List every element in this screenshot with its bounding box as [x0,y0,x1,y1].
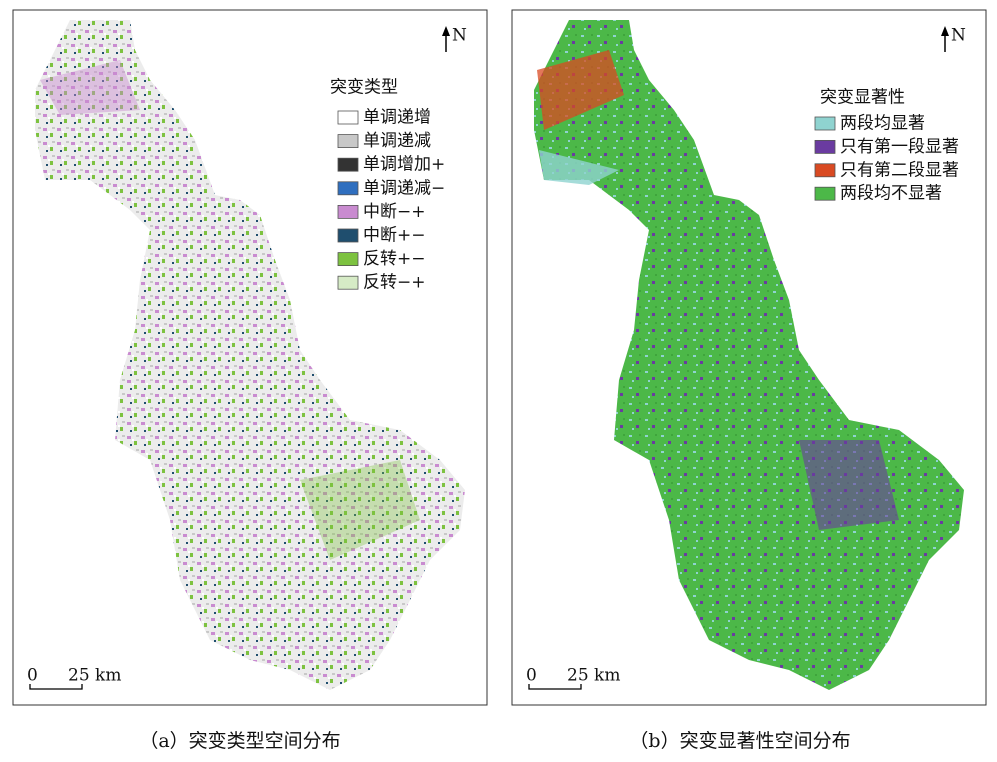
legend-label: 反转+− [363,249,426,269]
legend-swatch [337,228,359,243]
caption: （a）突变类型空间分布 [139,730,340,752]
scale-end: 25 km [68,666,121,686]
legend-swatch [337,204,359,219]
scale-end: 25 km [567,666,620,686]
legend-label: 两段均显著 [840,114,925,134]
north-arrow-head [442,26,450,36]
legend-label: 中断+− [363,226,426,246]
map-patch [537,50,624,130]
legend-label: 只有第二段显著 [840,160,959,180]
north-label: N [951,26,966,46]
legend-title: 突变显著性 [820,88,905,108]
legend-swatch [337,252,359,267]
legend-label: 只有第一段显著 [840,137,959,157]
north-label: N [452,26,467,46]
legend-label: 反转−+ [363,273,426,293]
panel-frame [12,9,488,706]
scale-start: 0 [526,666,537,686]
legend-title: 突变类型 [330,78,398,98]
legend-swatch [337,134,359,149]
legend-label: 单调递减− [363,178,445,198]
panel-frame [511,9,987,706]
legend-swatch [814,163,836,178]
legend-label: 单调递减 [363,131,431,151]
map-patch [799,440,899,530]
legend-swatch [814,116,836,131]
legend-swatch [337,110,359,125]
legend-label: 单调增加+ [363,155,445,175]
legend-swatch [337,181,359,196]
scale-start: 0 [27,666,38,686]
legend-swatch [814,186,836,201]
legend-label: 单调递增 [363,108,431,128]
legend-swatch [814,139,836,154]
caption: （b）突变显著性空间分布 [629,730,850,752]
map-patch [300,460,420,560]
map-patch [539,150,619,185]
north-arrow-head [941,26,949,36]
legend-swatch [337,157,359,172]
legend-swatch [337,275,359,290]
scale-bar [528,684,582,690]
map-patch [40,60,140,115]
scale-bar [29,684,83,690]
legend-label: 两段均不显著 [840,184,942,204]
legend-label: 中断−+ [363,202,426,222]
